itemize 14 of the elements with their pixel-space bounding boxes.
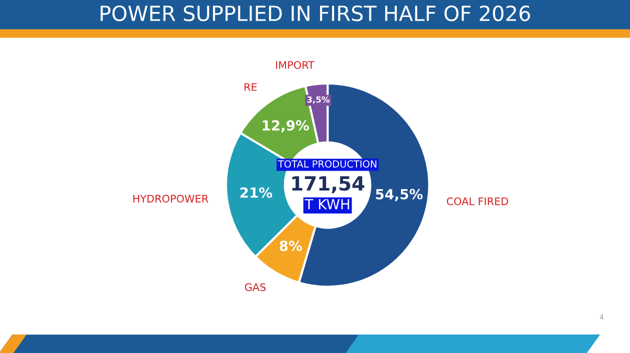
data-label: 12,9% <box>262 120 309 132</box>
slice-label: HYDROPOWER <box>133 194 208 203</box>
chart-title: POWER SUPPLIED IN FIRST HALF OF 2026 <box>100 5 530 22</box>
text: 171,54 <box>292 176 364 194</box>
data-label: 21% <box>240 187 272 198</box>
slice-label: IMPORT <box>276 61 314 69</box>
text: T KWH <box>304 199 350 210</box>
data-label: 8% <box>280 240 302 252</box>
slice-label: GAS <box>244 283 266 292</box>
text: TOTAL PRODUCTION <box>278 160 376 168</box>
slice-label: RE <box>244 83 257 91</box>
data-label: 54,5% <box>376 188 423 202</box>
slice-label: COAL FIRED <box>446 197 508 206</box>
data-label: 3,5% <box>307 96 330 104</box>
